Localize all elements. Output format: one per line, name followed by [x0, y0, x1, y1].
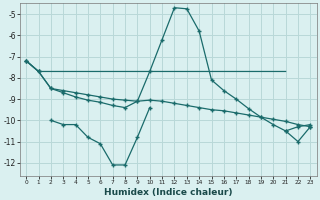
- X-axis label: Humidex (Indice chaleur): Humidex (Indice chaleur): [104, 188, 233, 197]
